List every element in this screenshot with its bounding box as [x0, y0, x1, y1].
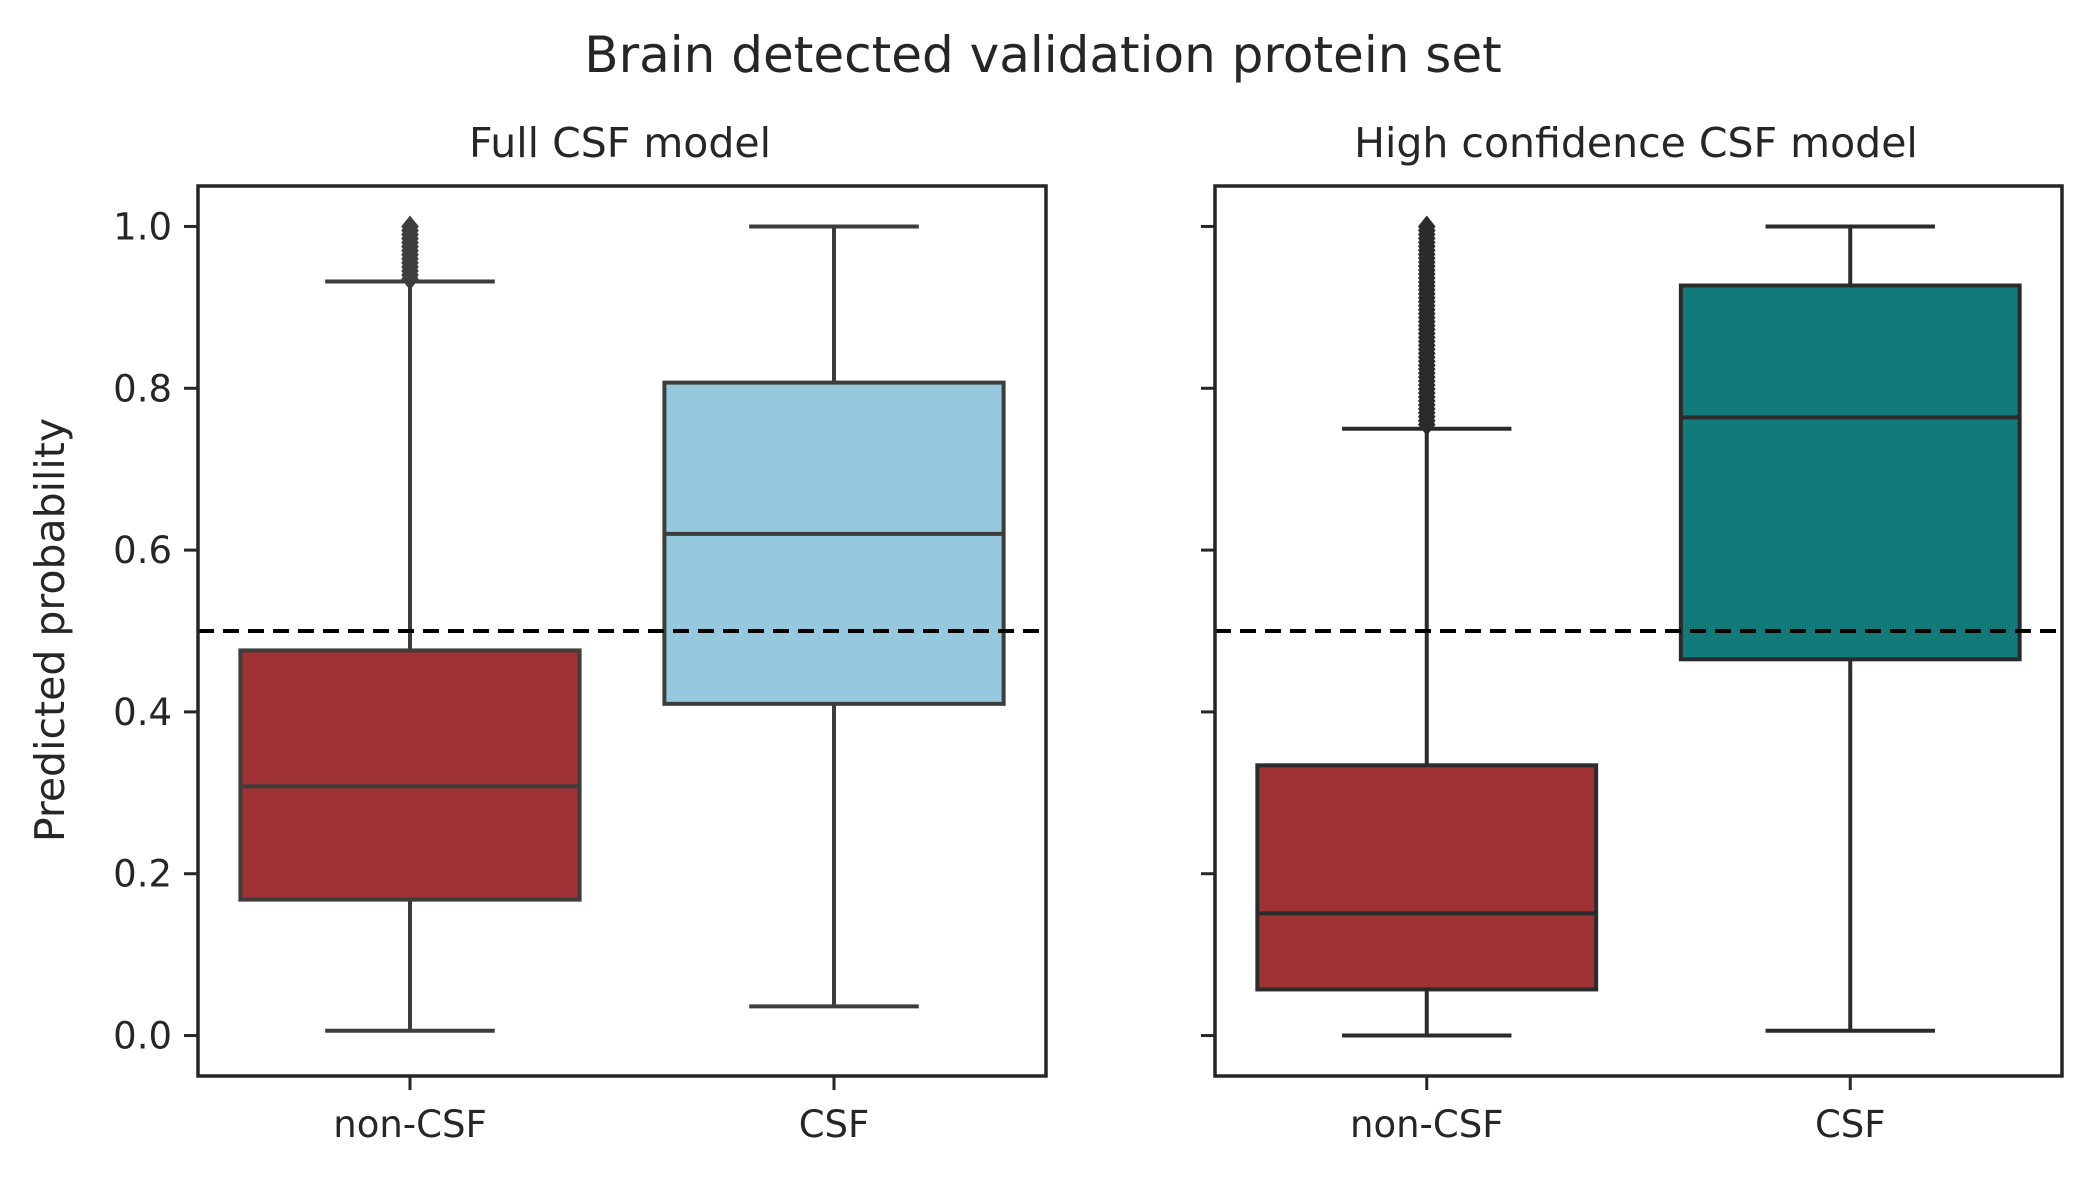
plot-frame	[196, 184, 1048, 1078]
x-tick-label-csf: CSF	[799, 1103, 870, 1146]
x-tick-label-csf: CSF	[1815, 1103, 1886, 1146]
plot-frame	[1213, 184, 2064, 1078]
box-non-csf	[1255, 763, 1599, 992]
panel-title-high-confidence-csf-model: High confidence CSF model	[1354, 119, 1918, 167]
panel-high-confidence-csf-model: High confidence CSF model non-CSF CSF	[1201, 119, 2064, 1146]
figure-title: Brain detected validation protein set	[584, 26, 1501, 84]
panel-full-csf-model: Full CSF model 0.0 0.2 0.4 0.6 0.8 1.0 non-CSF…	[113, 119, 1048, 1146]
box-non-csf	[238, 648, 582, 902]
outlier-point	[1417, 215, 1436, 238]
box-csf	[662, 380, 1006, 706]
y-tick-label: 1.0	[113, 205, 172, 248]
y-tick-label: 0.8	[113, 367, 172, 410]
x-tick-label-non-csf: non-CSF	[1350, 1103, 1504, 1146]
outlier-point	[401, 215, 419, 238]
y-tick-label: 0.6	[113, 529, 172, 572]
y-tick-label: 0.4	[113, 691, 172, 734]
box-csf	[1678, 283, 2022, 662]
y-axis-label: Predicted probability	[26, 418, 74, 842]
y-tick-label: 0.0	[113, 1015, 172, 1058]
x-tick-label-non-csf: non-CSF	[333, 1103, 487, 1146]
y-tick-label: 0.2	[113, 853, 172, 896]
panel-title-full-csf-model: Full CSF model	[469, 119, 771, 167]
